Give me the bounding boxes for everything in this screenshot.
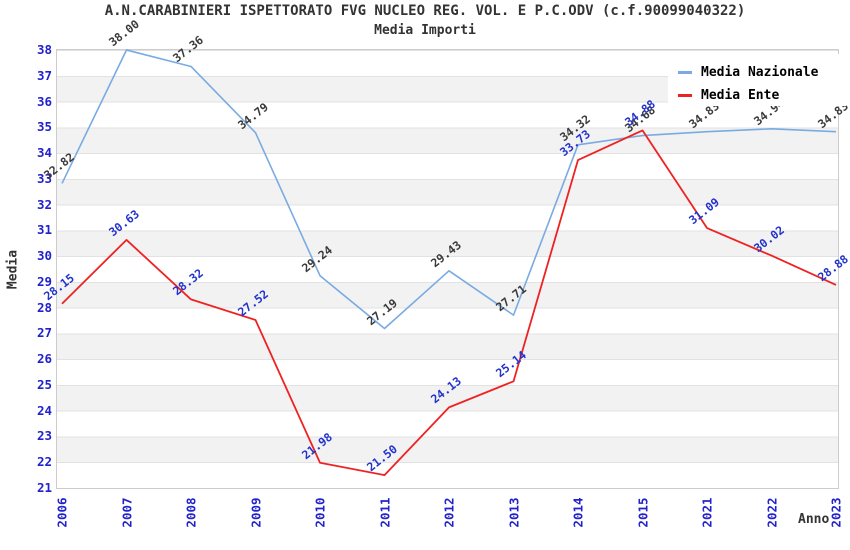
x-tick-label: 2010 <box>312 497 328 528</box>
x-tick-label: 2012 <box>441 497 457 528</box>
x-tick-label: 2006 <box>54 497 70 528</box>
y-axis-title: Media <box>5 249 21 290</box>
x-tick-label: 2007 <box>119 497 134 528</box>
y-tick-label: 37 <box>36 67 52 83</box>
y-tick-label: 26 <box>36 351 52 367</box>
legend-item-media-nazionale: Media Nazionale <box>668 61 846 84</box>
y-tick-label: 21 <box>36 480 52 495</box>
y-tick-label: 27 <box>36 325 52 341</box>
y-tick-label: 30 <box>36 248 52 264</box>
y-tick-label: 28 <box>36 299 52 315</box>
chart-subtitle: Media Importi <box>374 23 476 38</box>
y-tick-label: 25 <box>36 376 52 392</box>
y-tick-label: 35 <box>36 119 52 135</box>
x-tick-label: 2021 <box>699 497 715 528</box>
plot-area <box>56 49 839 489</box>
legend: Media Nazionale Media Ente <box>668 54 846 106</box>
y-tick-label: 23 <box>36 428 52 444</box>
x-tick-label: 2014 <box>570 497 586 528</box>
y-tick-label: 33 <box>36 170 52 186</box>
legend-label-media-ente: Media Ente <box>701 88 780 103</box>
media-ente-line-swatch <box>678 94 692 97</box>
legend-label-media-nazionale: Media Nazionale <box>701 65 819 80</box>
x-tick-label: 2008 <box>183 497 199 528</box>
y-tick-label: 31 <box>36 222 52 238</box>
media-nazionale-line-swatch <box>678 71 692 74</box>
x-tick-label: 2022 <box>764 497 779 528</box>
y-tick-label: 34 <box>36 145 52 161</box>
y-tick-label: 24 <box>36 402 52 418</box>
y-tick-label: 36 <box>36 93 52 109</box>
chart-title: A.N.CARABINIERI ISPETTORATO FVG NUCLEO R… <box>104 3 746 19</box>
x-tick-label: 2015 <box>635 497 650 528</box>
x-tick-label: 2009 <box>248 497 263 528</box>
y-tick-label: 38 <box>36 42 52 57</box>
y-tick-label: 29 <box>36 273 52 289</box>
legend-item-media-ente: Media Ente <box>668 84 846 107</box>
x-tick-label: 2023 <box>828 497 844 528</box>
y-tick-label: 32 <box>36 196 52 212</box>
x-tick-label: 2013 <box>506 497 521 528</box>
y-tick-label: 22 <box>36 454 52 470</box>
x-axis-title: Anno <box>798 512 830 527</box>
x-tick-label: 2011 <box>377 497 392 528</box>
